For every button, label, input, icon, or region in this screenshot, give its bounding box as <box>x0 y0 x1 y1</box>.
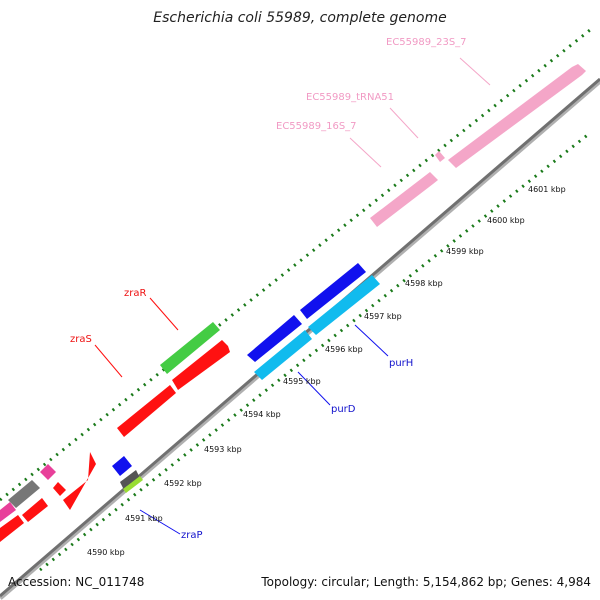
zraP-small-green[interactable] <box>123 476 143 493</box>
label-zraP: zraP <box>181 530 203 541</box>
label-purH: purH <box>389 358 413 369</box>
trna-arrow[interactable] <box>435 151 445 162</box>
tick-label-4598: 4598 kbp <box>405 279 443 288</box>
magenta-gene-arrow[interactable] <box>0 502 16 522</box>
label-rrna-16s: EC55989_16S_7 <box>276 121 357 132</box>
blue-gene-arrow[interactable] <box>300 263 366 319</box>
rrna-16s-arrow[interactable] <box>370 172 438 227</box>
inner-dotted-track <box>39 131 591 572</box>
tick-label-4600: 4600 kbp <box>487 216 525 225</box>
cyan-gene-arrow[interactable] <box>308 275 380 335</box>
outer-dotted-track <box>0 28 591 502</box>
purH-arrow[interactable] <box>247 315 302 362</box>
tick-label-4591: 4591 kbp <box>125 514 163 523</box>
zraS-rear-arrow[interactable] <box>117 385 176 437</box>
genome-summary: Topology: circular; Length: 5,154,862 bp… <box>261 575 591 589</box>
tick-label-4596: 4596 kbp <box>325 345 363 354</box>
red-gene-arrow-1[interactable] <box>0 515 24 542</box>
tick-label-4601: 4601 kbp <box>528 185 566 194</box>
purD-arrow[interactable] <box>254 330 312 380</box>
label-purD: purD <box>331 404 356 415</box>
tick-label-4599: 4599 kbp <box>446 247 484 256</box>
red-gene-arrow-4[interactable] <box>63 452 96 510</box>
label-rrna-23s: EC55989_23S_7 <box>386 37 467 48</box>
red-gene-arrow-2[interactable] <box>22 498 48 522</box>
label-trna: EC55989_tRNA51 <box>306 92 394 103</box>
tick-label-4595: 4595 kbp <box>283 377 321 386</box>
rrna-23s-arrow[interactable] <box>448 64 586 168</box>
zraS-front-arrow[interactable] <box>172 340 230 390</box>
label-zraS: zraS <box>70 334 92 345</box>
tick-label-4593: 4593 kbp <box>204 445 242 454</box>
gray-gene-arrow[interactable] <box>8 480 40 508</box>
zraP-arrow[interactable] <box>112 456 132 476</box>
tick-label-4590: 4590 kbp <box>87 548 125 557</box>
accession-label: Accession: NC_011748 <box>8 575 145 589</box>
zraP-small-gray[interactable] <box>120 470 140 490</box>
label-connectors <box>94 57 491 535</box>
tick-label-4592: 4592 kbp <box>164 479 202 488</box>
red-gene-arrow-3[interactable] <box>53 482 66 496</box>
ruler-tick-labels: 4590 kbp 4591 kbp 4592 kbp 4593 kbp 4594… <box>87 185 566 557</box>
label-zraR: zraR <box>124 288 146 299</box>
map-title: Escherichia coli 55989, complete genome <box>153 10 447 26</box>
forward-strand-features <box>0 64 586 542</box>
reverse-strand-features <box>112 263 380 493</box>
tick-label-4594: 4594 kbp <box>243 410 281 419</box>
tick-label-4597: 4597 kbp <box>364 312 402 321</box>
magenta-gene-arrow-2[interactable] <box>40 464 56 480</box>
zraR-arrow[interactable] <box>160 322 220 374</box>
